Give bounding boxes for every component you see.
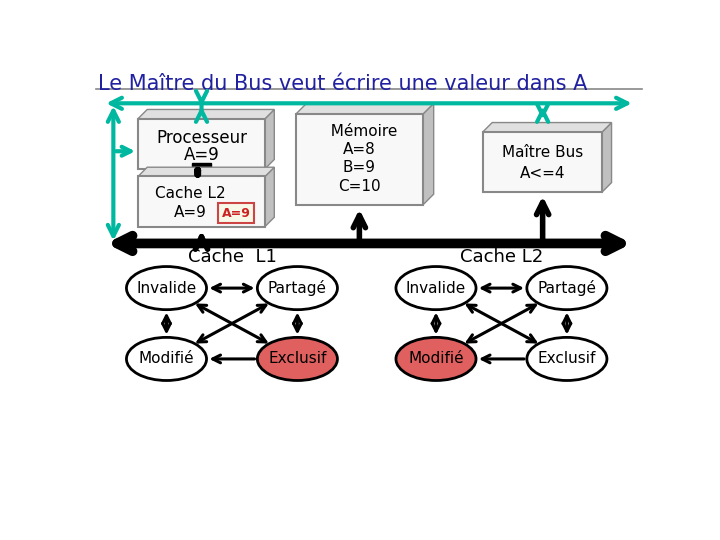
Text: Invalide: Invalide — [406, 281, 466, 295]
Text: Exclusif: Exclusif — [269, 352, 327, 367]
Text: A<=4: A<=4 — [520, 166, 565, 181]
Polygon shape — [483, 123, 611, 132]
Text: Exclusif: Exclusif — [538, 352, 596, 367]
Text: B=9: B=9 — [343, 160, 376, 176]
Text: Partagé: Partagé — [537, 280, 596, 296]
FancyBboxPatch shape — [138, 177, 265, 226]
Polygon shape — [138, 110, 274, 119]
Polygon shape — [265, 167, 274, 226]
Ellipse shape — [527, 267, 607, 309]
Text: C=10: C=10 — [338, 179, 381, 194]
Polygon shape — [265, 110, 274, 168]
FancyBboxPatch shape — [483, 132, 603, 192]
FancyBboxPatch shape — [138, 119, 265, 168]
Polygon shape — [296, 103, 433, 114]
Ellipse shape — [257, 338, 338, 381]
Ellipse shape — [257, 267, 338, 309]
Polygon shape — [138, 167, 274, 177]
Ellipse shape — [127, 338, 207, 381]
Text: A=8: A=8 — [343, 142, 376, 157]
Ellipse shape — [396, 338, 476, 381]
Text: Maître Bus: Maître Bus — [502, 145, 583, 160]
Text: Le Maître du Bus veut écrire une valeur dans A: Le Maître du Bus veut écrire une valeur … — [98, 74, 588, 94]
Polygon shape — [423, 103, 433, 205]
Text: Processeur: Processeur — [156, 129, 247, 147]
Text: A=9: A=9 — [222, 207, 251, 220]
Ellipse shape — [527, 338, 607, 381]
FancyBboxPatch shape — [192, 163, 211, 175]
Text: A=9: A=9 — [184, 146, 220, 164]
FancyBboxPatch shape — [296, 114, 423, 205]
Ellipse shape — [396, 267, 476, 309]
Text: Modifié: Modifié — [408, 352, 464, 367]
Text: Cache  L1: Cache L1 — [187, 248, 276, 266]
Text: Mémoire: Mémoire — [321, 124, 397, 139]
Text: A=9: A=9 — [174, 205, 207, 220]
Text: Invalide: Invalide — [136, 281, 197, 295]
Text: Partagé: Partagé — [268, 280, 327, 296]
Text: Modifié: Modifié — [139, 352, 194, 367]
Ellipse shape — [127, 267, 207, 309]
Polygon shape — [603, 123, 611, 192]
Text: Cache L2: Cache L2 — [155, 186, 225, 201]
FancyBboxPatch shape — [218, 204, 254, 224]
Text: Cache L2: Cache L2 — [460, 248, 543, 266]
